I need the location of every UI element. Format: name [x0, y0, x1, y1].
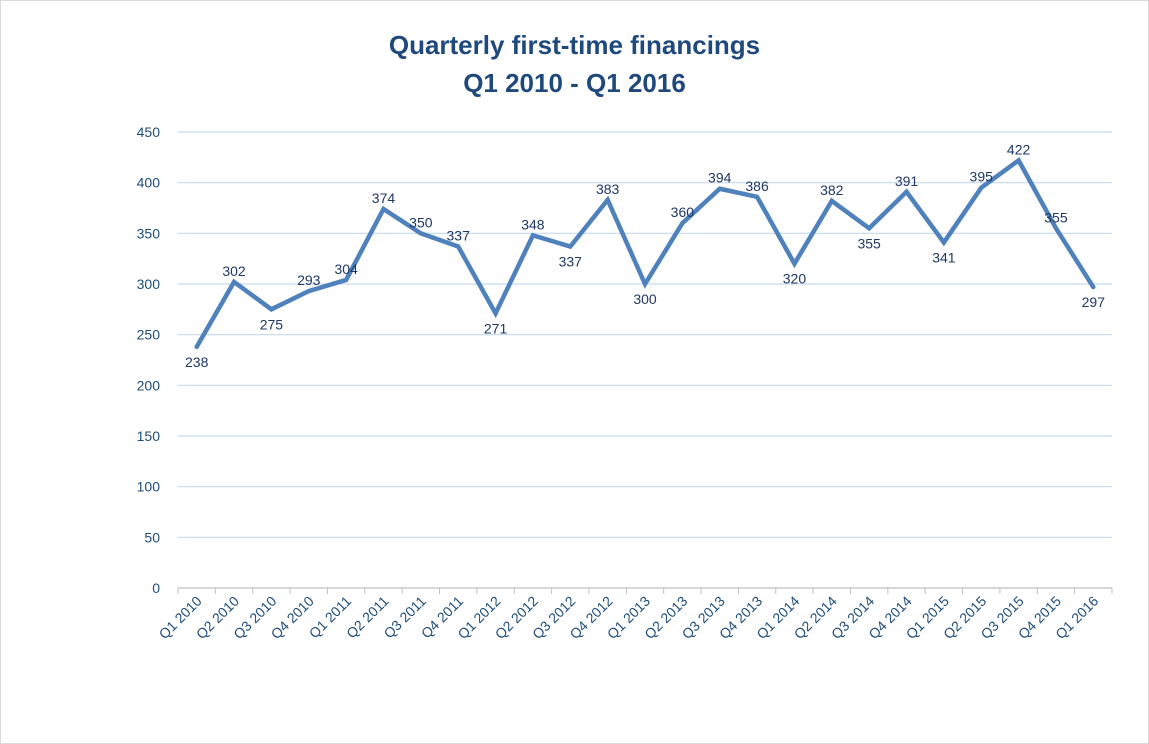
- data-label: 394: [708, 170, 732, 186]
- data-label: 350: [409, 214, 433, 230]
- data-label: 422: [1007, 141, 1031, 157]
- data-point: [755, 194, 760, 199]
- data-label: 374: [372, 190, 396, 206]
- data-point: [418, 231, 423, 236]
- data-point: [717, 186, 722, 191]
- data-label: 302: [222, 263, 246, 279]
- data-label: 383: [596, 181, 620, 197]
- data-point: [904, 189, 909, 194]
- data-point: [680, 221, 685, 226]
- y-tick-label: 350: [137, 225, 161, 241]
- y-tick-label: 450: [137, 124, 161, 140]
- data-label: 382: [820, 182, 844, 198]
- data-point: [1091, 285, 1096, 290]
- data-point: [1053, 226, 1058, 231]
- data-label: 337: [559, 254, 583, 270]
- data-point: [605, 197, 610, 202]
- y-axis-ticks: 0 50 100 150 200 250 300 350 400 450: [137, 124, 161, 596]
- y-tick-label: 200: [137, 377, 161, 393]
- data-point: [306, 289, 311, 294]
- data-point: [269, 307, 274, 312]
- data-label: 238: [185, 354, 209, 370]
- data-label: 271: [484, 320, 508, 336]
- data-label: 320: [783, 271, 807, 287]
- chart-title: Quarterly first-time financings Q1 2010 …: [0, 26, 1149, 102]
- data-label: 355: [1044, 209, 1068, 225]
- data-point: [530, 233, 535, 238]
- data-point: [643, 282, 647, 286]
- data-point: [456, 244, 461, 249]
- data-point: [194, 344, 199, 349]
- y-tick-label: 100: [137, 479, 161, 495]
- y-tick-label: 400: [137, 175, 161, 191]
- y-tick-label: 300: [137, 276, 161, 292]
- y-tick-label: 0: [152, 580, 160, 596]
- data-label: 293: [297, 272, 321, 288]
- data-point: [344, 277, 349, 282]
- series-line: [194, 157, 1096, 350]
- data-labels: 238 302 275 293 304 374 350 337 271 348 337 383 300 3…: [185, 141, 1105, 369]
- data-point: [979, 185, 984, 190]
- y-tick-label: 150: [137, 428, 161, 444]
- y-tick-label: 250: [137, 327, 161, 343]
- y-tick-label: 50: [144, 529, 160, 545]
- data-point: [867, 226, 872, 231]
- data-label: 337: [447, 228, 471, 244]
- data-label: 360: [671, 204, 695, 220]
- data-label: 348: [521, 216, 545, 232]
- data-point: [568, 244, 573, 249]
- data-point: [1016, 158, 1021, 163]
- data-label: 386: [745, 178, 769, 194]
- data-label: 391: [895, 173, 919, 189]
- data-point: [792, 261, 797, 266]
- series-layer: [194, 157, 1096, 350]
- data-label: 300: [633, 291, 657, 307]
- chart-subtitle-line: Q1 2010 - Q1 2016: [463, 68, 686, 98]
- data-label: 355: [857, 235, 881, 251]
- data-point: [381, 207, 386, 212]
- data-point: [232, 279, 237, 284]
- chart-title-line: Quarterly first-time financings: [388, 30, 761, 60]
- data-label: 275: [260, 316, 284, 332]
- data-label: 395: [970, 169, 994, 185]
- data-point: [829, 198, 834, 203]
- data-label: 304: [334, 261, 358, 277]
- data-label: 341: [932, 249, 956, 265]
- data-label: 297: [1082, 294, 1106, 310]
- data-point: [941, 240, 946, 245]
- data-point: [493, 311, 498, 316]
